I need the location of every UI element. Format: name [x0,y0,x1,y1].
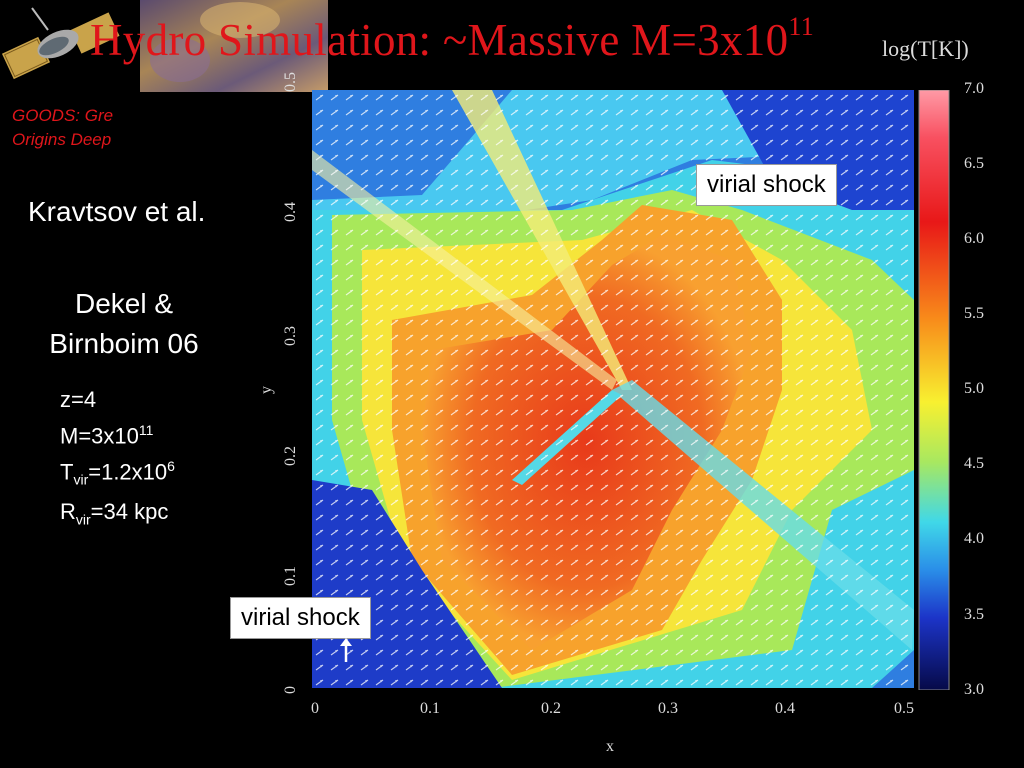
x-axis-label: x [606,738,614,755]
xtick-label: 0.3 [658,700,678,717]
slide-title: Hydro Simulation: ~Massive M=3x1011 [90,12,815,65]
colorbar [918,90,950,690]
colorbar-tick: 4.0 [964,530,984,547]
ytick-label: 0.2 [282,446,299,466]
xtick-label: 0.5 [894,700,914,717]
colorbar-tick: 3.5 [964,606,984,623]
xtick-label: 0.1 [420,700,440,717]
virial-shock-callout-bottom: virial shock [230,597,371,639]
colorbar-tick: 6.5 [964,155,984,172]
colorbar-tick: 4.5 [964,455,984,472]
arrow-up-icon [340,638,352,662]
colorbar-tick: 5.0 [964,380,984,397]
colorbar-label: log(T[K]) [882,36,969,61]
header-nebula-image [140,0,328,92]
satellite-icon [1,7,120,80]
ytick-label: 0.3 [282,326,299,346]
xtick-label: 0 [311,700,319,717]
xtick-label: 0.2 [541,700,561,717]
ytick-label: 0.4 [282,202,299,222]
y-axis-label: y [258,386,275,394]
simulation-parameters: z=4 M=3x1011 Tvir=1.2x106 Rvir=34 kpc [60,387,175,528]
ytick-label: 0.5 [282,72,299,92]
author-dekel: Dekel & Birnboim 06 [49,288,199,359]
colorbar-tick: 3.0 [964,681,984,698]
author-kravtsov: Kravtsov et al. [28,196,206,227]
goods-caption: GOODS: Gre Origins Deep [12,106,114,149]
colorbar-tick: 5.5 [964,305,984,322]
ytick-label: 0.1 [282,566,299,586]
ytick-label: 0 [282,686,299,694]
colorbar-tick: 7.0 [964,80,984,97]
xtick-label: 0.4 [775,700,795,717]
temperature-map [312,90,914,688]
colorbar-tick: 6.0 [964,230,984,247]
virial-shock-callout-top: virial shock [696,164,837,206]
